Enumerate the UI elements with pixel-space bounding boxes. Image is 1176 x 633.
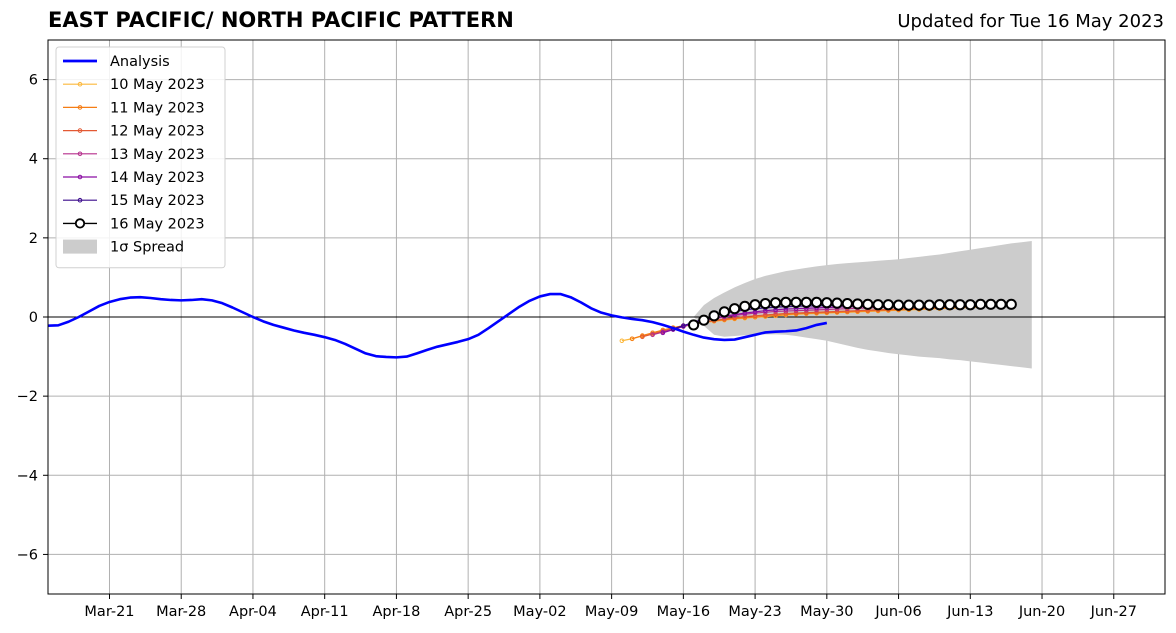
forecast-point bbox=[882, 299, 894, 311]
forecast-point bbox=[995, 298, 1007, 310]
y-tick-label: −4 bbox=[17, 468, 38, 484]
forecast-point bbox=[944, 299, 956, 311]
forecast-point bbox=[629, 336, 635, 342]
forecast-point bbox=[739, 300, 751, 312]
legend-marker bbox=[77, 174, 83, 180]
forecast-point bbox=[964, 299, 976, 311]
forecast-point bbox=[769, 297, 782, 309]
forecast-point bbox=[800, 296, 812, 308]
forecast-point bbox=[913, 299, 925, 311]
legend-label: 14 May 2023 bbox=[110, 170, 205, 186]
legend-label: 1σ Spread bbox=[110, 240, 184, 256]
x-tick-label: Jun-27 bbox=[1090, 604, 1137, 620]
legend-entry: 13 May 2023 bbox=[63, 147, 205, 163]
legend-marker bbox=[77, 128, 83, 133]
forecast-point bbox=[954, 299, 966, 311]
x-tick-label: May-09 bbox=[585, 604, 638, 620]
legend-marker bbox=[74, 218, 86, 229]
legend-marker bbox=[77, 81, 83, 87]
chart-subtitle: Updated for Tue 16 May 2023 bbox=[897, 11, 1164, 32]
legend-label: 10 May 2023 bbox=[110, 77, 205, 93]
y-tick-label: −6 bbox=[17, 547, 38, 563]
legend-entry: 10 May 2023 bbox=[63, 77, 205, 93]
legend-label: Analysis bbox=[110, 54, 170, 70]
legend-marker bbox=[77, 197, 83, 203]
axes: Mar-21 Mar-28 Apr-04 Apr-11 Apr-18 Apr-25 May-… bbox=[17, 39, 1166, 620]
legend-entry: 14 May 2023 bbox=[63, 170, 205, 186]
x-tick-label: May-30 bbox=[800, 604, 853, 620]
x-tick-label: May-02 bbox=[513, 604, 566, 620]
analysis-line bbox=[47, 292, 828, 359]
forecast-point bbox=[831, 297, 843, 309]
forecast-point bbox=[923, 299, 935, 311]
forecast-point bbox=[1005, 298, 1017, 310]
legend-entry: 12 May 2023 bbox=[63, 124, 205, 140]
forecast-point bbox=[660, 330, 666, 336]
x-tick-label: Apr-18 bbox=[373, 604, 421, 620]
legend-label: 13 May 2023 bbox=[110, 147, 205, 163]
legend-entry: Analysis bbox=[63, 54, 170, 70]
x-tick-label: May-16 bbox=[657, 604, 710, 620]
forecast-point bbox=[773, 311, 778, 317]
forecast-point bbox=[903, 299, 915, 311]
x-tick-label: Mar-28 bbox=[156, 604, 206, 620]
x-tick-label: Apr-04 bbox=[229, 604, 277, 620]
forecast-point bbox=[933, 299, 946, 311]
forecast-point bbox=[759, 297, 771, 310]
x-tick-label: Jun-06 bbox=[874, 604, 921, 620]
forecast-point bbox=[810, 296, 823, 308]
forecast-point bbox=[974, 298, 987, 310]
y-tick-label: 0 bbox=[29, 310, 38, 326]
legend: Analysis 10 May 2023 11 May 2023 12 May 202… bbox=[55, 46, 226, 269]
legend-label: 15 May 2023 bbox=[110, 193, 205, 209]
forecast-point bbox=[985, 298, 997, 310]
legend-label: 12 May 2023 bbox=[110, 124, 205, 140]
forecast-series bbox=[619, 296, 1017, 344]
forecast-point bbox=[619, 338, 625, 344]
forecast-point bbox=[841, 297, 853, 310]
forecast-point bbox=[708, 310, 720, 322]
forecast-point bbox=[851, 298, 864, 310]
legend-label: 16 May 2023 bbox=[110, 216, 205, 232]
forecast-point bbox=[780, 296, 792, 308]
forecast-point bbox=[681, 323, 686, 329]
legend-box bbox=[55, 46, 226, 269]
forecast-point bbox=[872, 299, 884, 311]
x-tick-label: Apr-25 bbox=[444, 604, 492, 620]
legend-marker bbox=[77, 151, 83, 157]
forecast-point bbox=[728, 303, 741, 315]
legend-marker bbox=[77, 105, 83, 110]
y-tick-label: 4 bbox=[29, 152, 38, 168]
forecast-point bbox=[698, 314, 710, 326]
y-tick-label: 2 bbox=[29, 231, 38, 247]
x-tick-label: Jun-20 bbox=[1018, 604, 1065, 620]
legend-entry: 15 May 2023 bbox=[63, 193, 205, 209]
legend-entry: 1σ Spread bbox=[63, 239, 184, 256]
forecast-16-may-2023 bbox=[688, 296, 1017, 331]
legend-swatch bbox=[63, 239, 97, 254]
x-tick-label: May-23 bbox=[728, 604, 781, 620]
plot-frame bbox=[47, 39, 1166, 595]
chart-title: EAST PACIFIC/ NORTH PACIFIC PATTERN bbox=[48, 8, 514, 32]
forecast-point bbox=[821, 297, 833, 309]
forecast-point bbox=[650, 332, 655, 338]
x-tick-label: Mar-21 bbox=[84, 604, 134, 620]
forecast-point bbox=[640, 334, 645, 340]
forecast-point bbox=[749, 299, 761, 311]
forecast-point bbox=[790, 296, 802, 308]
forecast-point bbox=[892, 299, 905, 311]
legend-label: 11 May 2023 bbox=[110, 100, 205, 116]
y-tick-label: −2 bbox=[17, 389, 38, 405]
y-tick-label: 6 bbox=[29, 73, 38, 89]
forecast-point bbox=[718, 306, 730, 318]
legend-entry: 11 May 2023 bbox=[63, 100, 205, 116]
analysis-series bbox=[47, 292, 828, 359]
legend-entry: 16 May 2023 bbox=[63, 216, 205, 232]
forecast-point bbox=[763, 312, 768, 318]
x-tick-label: Jun-13 bbox=[946, 604, 993, 620]
forecast-point bbox=[688, 319, 700, 331]
forecast-point bbox=[862, 298, 874, 310]
x-tick-label: Apr-11 bbox=[301, 604, 349, 620]
